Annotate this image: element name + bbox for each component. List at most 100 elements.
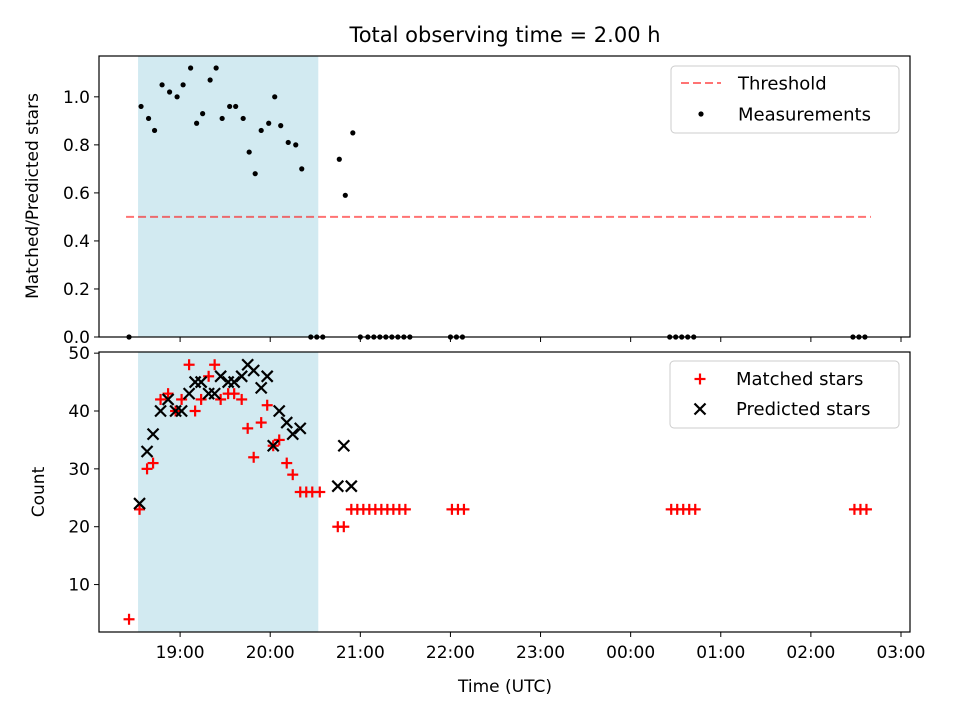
measurement-point	[166, 89, 173, 95]
measurement-point	[188, 65, 194, 71]
legend-measurements-label: Measurements	[738, 105, 871, 126]
matched-star-point	[215, 393, 227, 405]
matched-star-point	[147, 457, 159, 469]
x-axis-label: Time (UTC)	[457, 677, 552, 697]
predicted-star-point	[235, 370, 248, 383]
matched-star-point	[155, 393, 167, 405]
matched-star-point	[860, 503, 872, 515]
matched-star-point	[273, 434, 285, 446]
measurement-point	[299, 166, 305, 172]
y-tick-label: 1.0	[63, 88, 90, 108]
measurement-point	[180, 82, 186, 88]
x-tick-label: 23:00	[516, 643, 565, 663]
predicted-star-point	[154, 404, 167, 418]
y-tick-label: 0.8	[63, 136, 90, 156]
predicted-star-point	[133, 497, 146, 510]
predicted-star-point	[266, 439, 280, 452]
measurement-point	[151, 127, 158, 134]
matched-star-point	[209, 359, 221, 371]
predicted-star-point	[208, 387, 221, 400]
y-tick-label: 30	[68, 460, 90, 480]
measurement-point	[200, 111, 206, 117]
measurement-point	[227, 103, 233, 110]
matched-star-point	[242, 422, 254, 434]
x-tick-label: 01:00	[696, 643, 745, 663]
matched-star-point	[123, 613, 135, 625]
measurement-point	[272, 94, 278, 100]
measurement-point	[252, 171, 258, 177]
y-tick-label: 0.2	[63, 280, 90, 300]
predicted-star-point	[260, 370, 274, 383]
chart-title: Total observing time = 2.00 h	[348, 23, 660, 47]
matched-star-point	[255, 417, 267, 429]
predicted-star-point	[140, 445, 154, 458]
measurement-point	[285, 139, 291, 146]
measurement-point	[258, 127, 264, 134]
measurement-point	[145, 115, 152, 122]
y-tick-label: 0.0	[63, 328, 90, 348]
predicted-star-point	[272, 404, 286, 418]
matched-star-point	[183, 359, 195, 371]
measurement-point	[246, 149, 252, 155]
matched-star-point	[195, 393, 207, 405]
count-panel-frame	[98, 351, 911, 633]
legend-plus-mark	[694, 373, 706, 385]
matched-star-point	[236, 393, 248, 405]
x-tick-label: 21:00	[336, 643, 385, 663]
legend-matched-swatch	[694, 373, 706, 385]
legend-top: Threshold Measurements	[670, 65, 900, 134]
ratio-panel-marks	[126, 65, 868, 340]
y-tick-label: 40	[68, 402, 90, 422]
x-tick-label: 02:00	[786, 643, 835, 663]
legend-predicted-label: Predicted stars	[736, 399, 870, 420]
measurement-point	[350, 130, 356, 136]
legend-bottom-box	[669, 360, 900, 429]
measurement-point	[293, 142, 299, 148]
predicted-star-point	[194, 375, 208, 389]
matched-star-point	[203, 370, 215, 382]
predicted-star-point	[331, 479, 345, 493]
count-panel-ticks: 10 20 30 40 50 19:00 20:00 21:00 22:00 23:00 00:00…	[68, 344, 925, 663]
matched-star-point	[287, 469, 299, 481]
predicted-star-point	[214, 370, 227, 383]
matched-star-point	[458, 503, 470, 515]
matched-star-point	[689, 503, 701, 515]
y-tick-label: 10	[68, 576, 90, 596]
matched-star-point	[176, 393, 188, 405]
legend-bottom: Matched stars Predicted stars	[669, 360, 900, 429]
x-tick-label: 03:00	[876, 643, 925, 663]
matched-star-point	[228, 388, 240, 400]
legend-predicted-swatch	[693, 402, 707, 416]
predicted-star-point	[345, 479, 358, 493]
ratio-panel-frame	[98, 55, 911, 338]
y-axis-label-ratio: Matched/Predicted stars	[23, 93, 43, 299]
measurement-point	[207, 77, 213, 83]
y-tick-label: 50	[68, 344, 90, 364]
matched-star-point	[314, 486, 326, 498]
matched-star-point	[248, 451, 260, 463]
measurement-point	[278, 123, 284, 129]
measurement-point	[159, 82, 165, 88]
legend-measurements-swatch	[698, 111, 704, 117]
measurement-point	[219, 115, 225, 122]
matched-star-point	[189, 405, 201, 417]
measurement-point	[138, 103, 144, 110]
legend-top-box	[670, 65, 900, 134]
y-tick-label: 0.6	[63, 184, 90, 204]
x-tick-label: 00:00	[606, 643, 655, 663]
measurement-point	[194, 120, 200, 126]
matched-star-point	[338, 521, 350, 533]
ratio-panel: 0.0 0.2 0.4 0.6 0.8 1.0 Matched/Predicted sta…	[23, 55, 911, 348]
matched-star-point	[141, 463, 153, 475]
measurement-point	[233, 103, 239, 110]
matched-star-point	[162, 388, 174, 400]
x-tick-label: 22:00	[426, 643, 475, 663]
legend-matched-label: Matched stars	[736, 369, 863, 390]
predicted-star-point	[280, 416, 294, 429]
matched-star-point	[261, 399, 273, 411]
y-tick-label: 0.4	[63, 232, 90, 252]
x-tick-label: 20:00	[246, 643, 295, 663]
predicted-star-point	[161, 393, 175, 406]
predicted-star-point	[146, 427, 160, 441]
